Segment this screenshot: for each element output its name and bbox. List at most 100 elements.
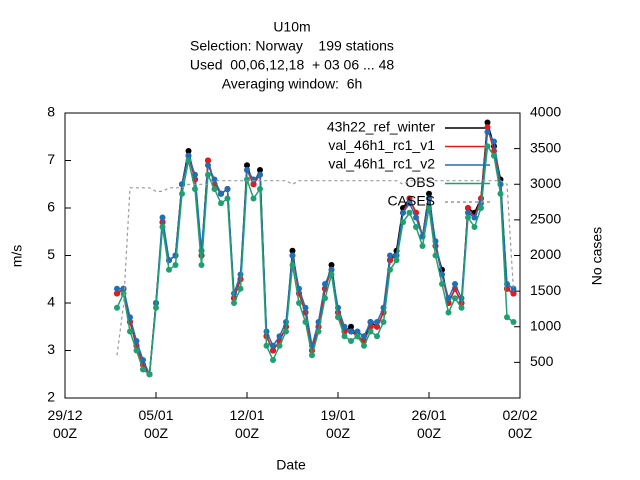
data-point: [179, 190, 185, 197]
data-point: [192, 171, 198, 178]
y-tick-label: 6: [47, 199, 55, 215]
data-point: [185, 148, 192, 154]
data-point: [205, 162, 211, 169]
x-tick-label: 05/01 00Z: [138, 407, 174, 441]
data-point: [322, 281, 328, 287]
y2-tick-label: 1000: [530, 317, 561, 333]
data-point: [218, 190, 224, 197]
data-point: [244, 162, 250, 169]
data-point: [419, 243, 426, 249]
data-point: [510, 319, 517, 325]
data-point: [348, 323, 354, 330]
data-point: [426, 190, 432, 197]
data-point: [289, 262, 296, 268]
data-point: [341, 333, 348, 340]
data-point: [510, 285, 517, 292]
data-point: [348, 328, 354, 335]
data-point: [374, 323, 380, 330]
data-point: [224, 186, 231, 192]
data-point: [387, 252, 393, 259]
data-point: [257, 171, 263, 178]
data-point: [328, 271, 335, 278]
data-point: [231, 300, 237, 306]
data-point: [166, 266, 172, 273]
data-point: [335, 314, 341, 321]
data-point: [348, 338, 354, 344]
data-point: [361, 342, 367, 349]
y-tick-label: 8: [47, 104, 55, 120]
data-point: [439, 281, 445, 287]
data-point: [302, 319, 309, 325]
data-point: [406, 209, 413, 216]
data-point: [244, 167, 250, 173]
data-point: [296, 300, 302, 306]
data-point: [465, 214, 471, 221]
data-point: [205, 171, 211, 178]
y-axis-label: m/s: [9, 245, 25, 268]
y2-tick-label: 2000: [530, 246, 561, 262]
y-tick-label: 3: [47, 341, 55, 357]
data-point: [205, 157, 211, 164]
data-point: [133, 347, 140, 354]
series-line: [116, 180, 515, 356]
data-point: [504, 314, 510, 321]
series-line: [116, 144, 514, 376]
data-point: [471, 224, 478, 230]
data-point: [159, 214, 166, 221]
data-point: [237, 285, 244, 292]
data-point: [367, 328, 374, 335]
data-point: [328, 266, 335, 273]
data-point: [484, 143, 491, 150]
data-point: [140, 357, 146, 363]
data-point: [458, 304, 465, 311]
y-tick-label: 7: [47, 151, 55, 167]
data-point: [114, 290, 120, 297]
data-point: [367, 319, 374, 325]
data-point: [257, 186, 263, 192]
legend-label: OBS: [405, 174, 435, 190]
data-point: [400, 209, 406, 216]
data-point: [198, 262, 205, 268]
data-point: [140, 366, 146, 373]
data-point: [406, 200, 413, 207]
data-point: [276, 333, 283, 340]
data-point: [283, 328, 289, 335]
data-point: [491, 152, 497, 159]
data-point: [270, 342, 276, 349]
y2-axis-label: No cases: [589, 227, 605, 285]
data-point: [276, 342, 283, 349]
x-tick-label: 19/01 00Z: [320, 407, 356, 441]
data-point: [374, 319, 380, 325]
data-point: [413, 214, 419, 221]
x-tick-label: 12/01 00Z: [229, 407, 265, 441]
data-point: [497, 190, 504, 197]
data-point: [471, 214, 478, 221]
data-point: [374, 333, 380, 340]
data-point: [309, 352, 315, 359]
legend-label: val_46h1_rc1_v1: [328, 137, 435, 153]
data-point: [354, 333, 361, 340]
data-point: [445, 309, 452, 316]
x-axis-label: Date: [276, 457, 306, 473]
data-point: [192, 186, 198, 192]
y-tick-label: 2: [47, 389, 55, 405]
y2-tick-label: 4000: [530, 104, 561, 120]
data-point: [146, 371, 153, 378]
data-point: [484, 124, 491, 131]
y2-tick-label: 500: [530, 353, 554, 369]
data-point: [250, 181, 257, 188]
x-tick-label: 02/02 00Z: [502, 407, 538, 441]
data-point: [426, 205, 432, 211]
x-tick-label: 29/12 00Z: [47, 407, 83, 441]
data-point: [315, 328, 322, 335]
data-point: [452, 281, 458, 287]
y2-tick-label: 3500: [530, 139, 561, 155]
data-point: [426, 195, 432, 202]
data-point: [127, 328, 133, 335]
legend-label: val_46h1_rc1_v2: [328, 156, 435, 172]
data-point: [114, 285, 120, 292]
data-point: [361, 333, 367, 340]
data-point: [484, 129, 491, 135]
data-point: [510, 290, 517, 297]
